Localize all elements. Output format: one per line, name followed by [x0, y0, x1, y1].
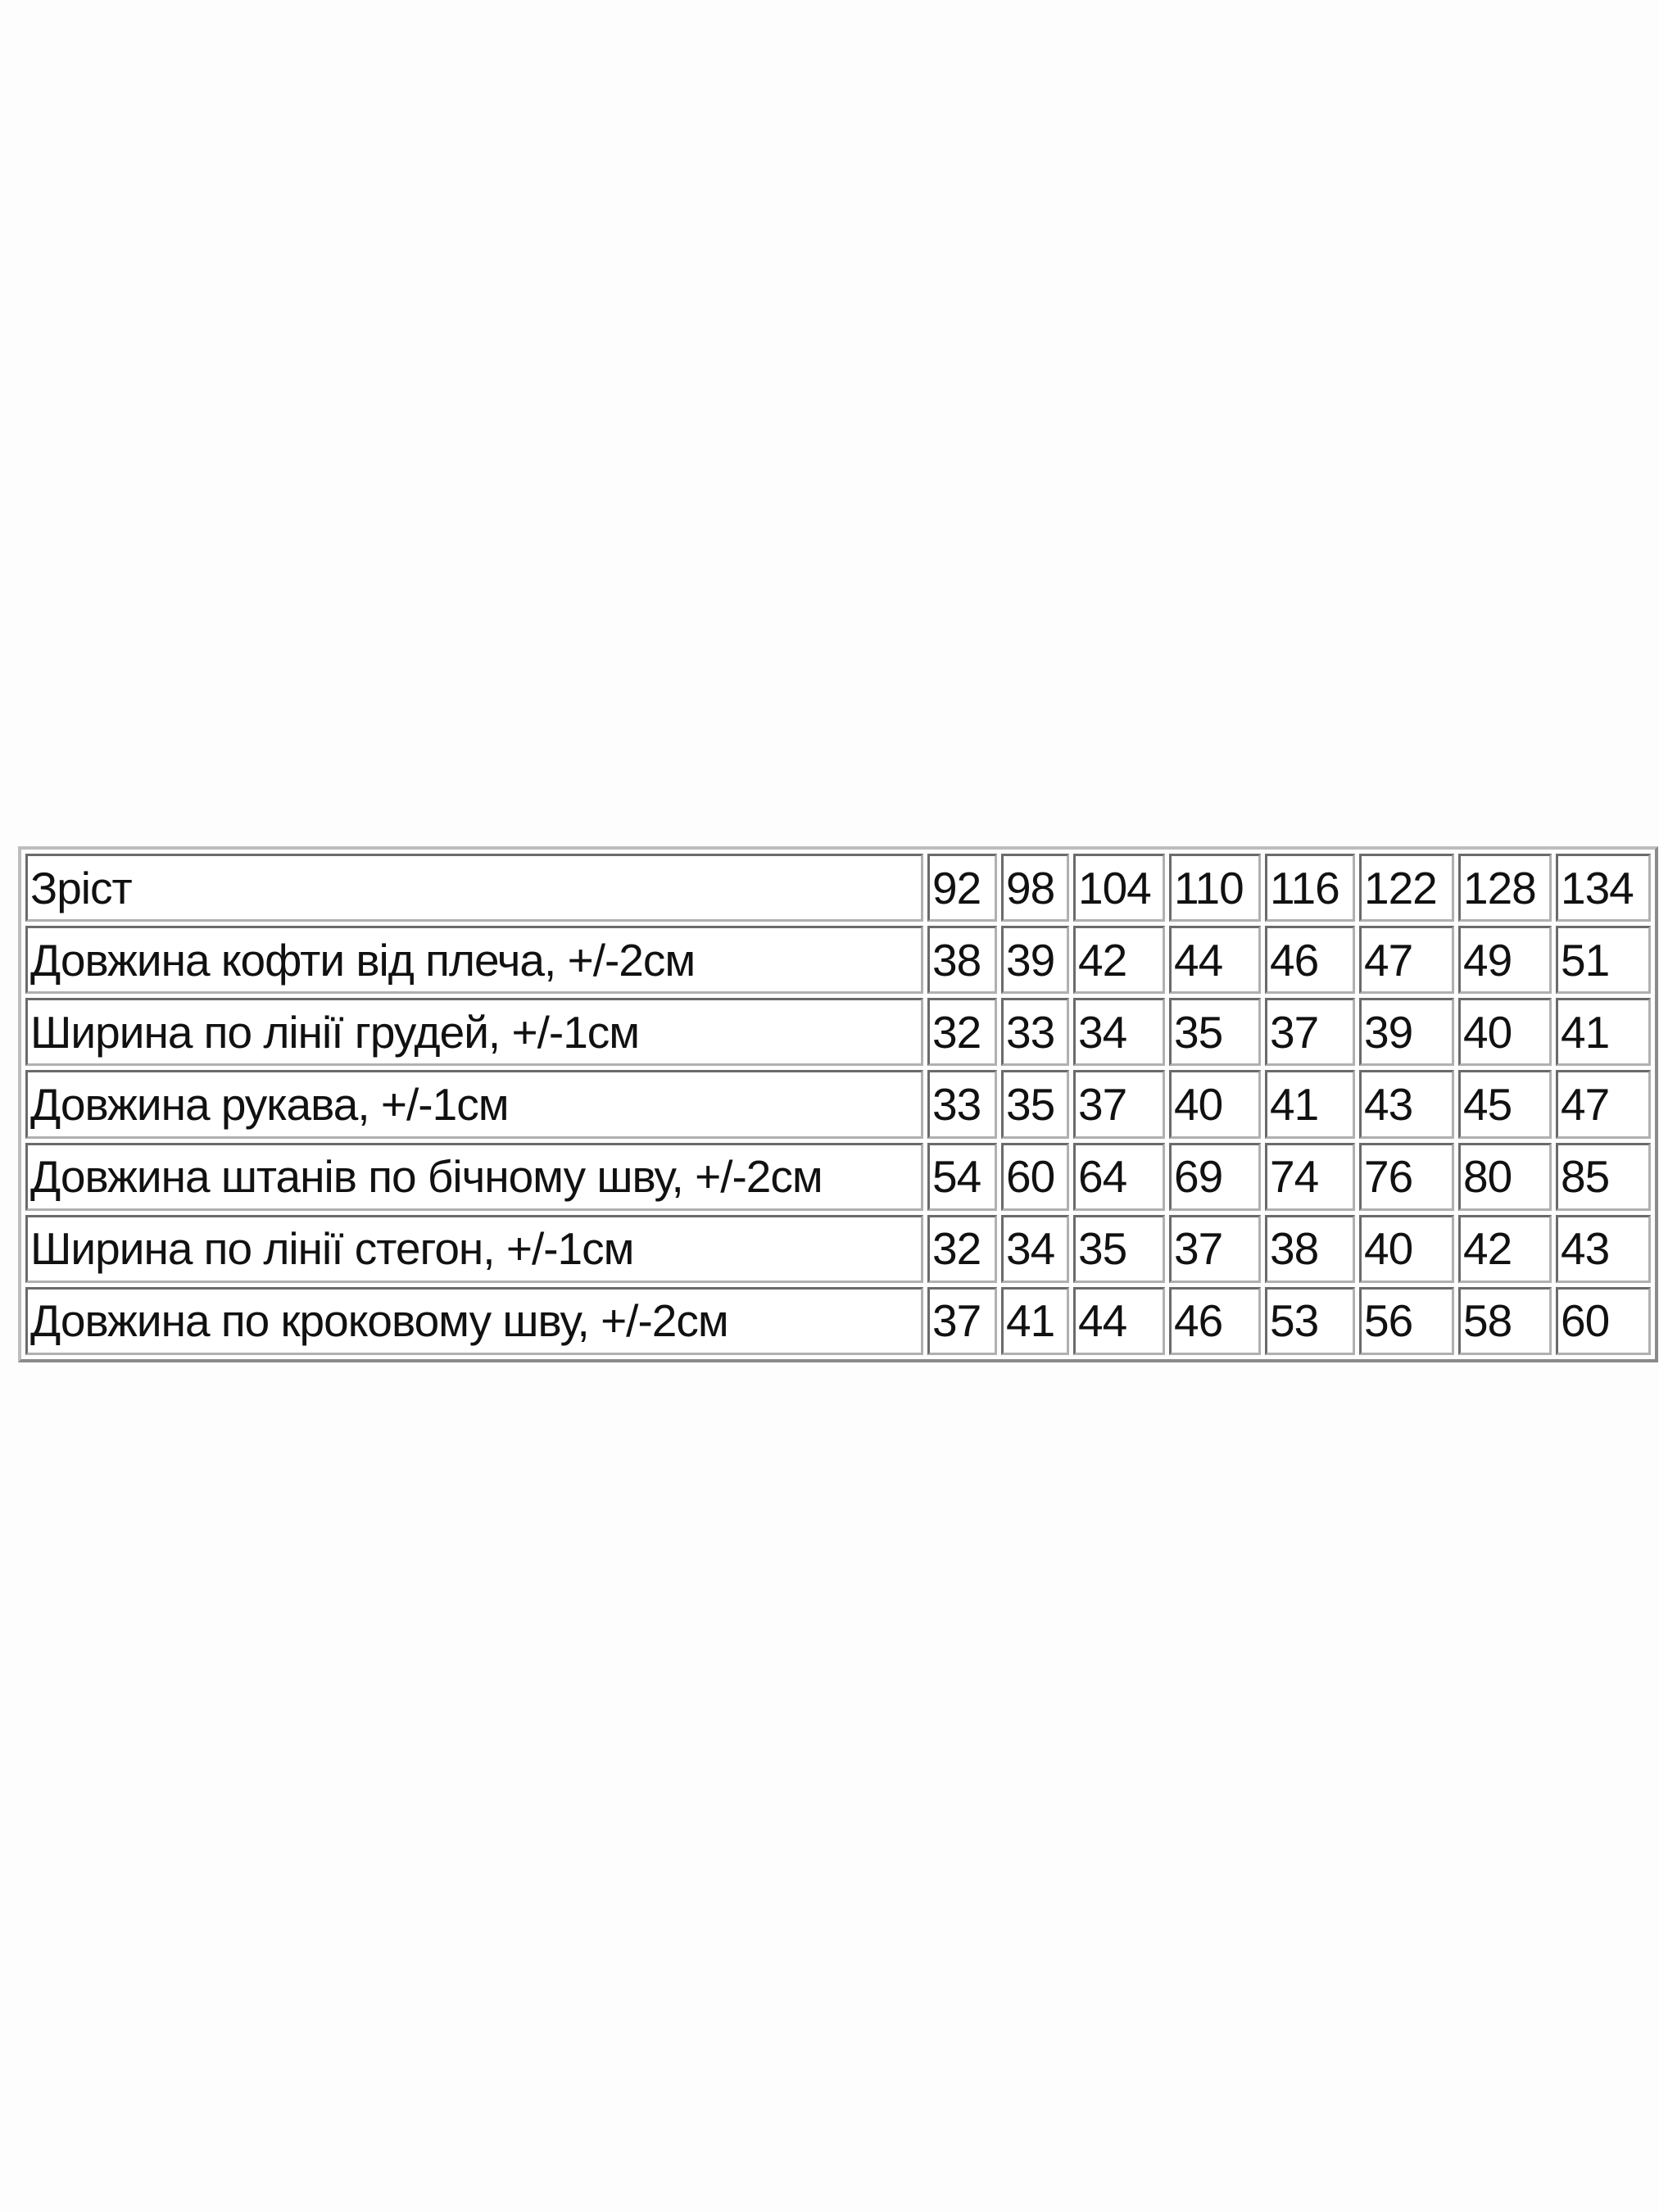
table-cell: 41: [1001, 1286, 1069, 1355]
table-cell: 80: [1458, 1142, 1552, 1211]
table-cell: 40: [1169, 1070, 1261, 1139]
table-cell: 76: [1359, 1142, 1454, 1211]
table-cell: 58: [1458, 1286, 1552, 1355]
table-cell: 43: [1556, 1214, 1651, 1283]
table-cell: 56: [1359, 1286, 1454, 1355]
table-cell: 32: [927, 1214, 997, 1283]
table-cell: 43: [1359, 1070, 1454, 1139]
table-cell: 98: [1001, 854, 1069, 922]
table-cell: 33: [1001, 998, 1069, 1067]
table-cell: 122: [1359, 854, 1454, 922]
table-cell: 40: [1359, 1214, 1454, 1283]
table-cell: 37: [1073, 1070, 1165, 1139]
table-cell: 46: [1169, 1286, 1261, 1355]
row-label: Довжина кофти від плеча, +/-2см: [25, 926, 923, 995]
table-cell: 60: [1001, 1142, 1069, 1211]
row-label: Довжина рукава, +/-1см: [25, 1070, 923, 1139]
table-cell: 42: [1073, 926, 1165, 995]
table-cell: 39: [1001, 926, 1069, 995]
table-cell: 32: [927, 998, 997, 1067]
table-cell: 110: [1169, 854, 1261, 922]
table-cell: 37: [927, 1286, 997, 1355]
table-cell: 45: [1458, 1070, 1552, 1139]
table-cell: 35: [1001, 1070, 1069, 1139]
table-cell: 104: [1073, 854, 1165, 922]
row-label: Довжина по кроковому шву, +/-2см: [25, 1286, 923, 1355]
table-cell: 64: [1073, 1142, 1165, 1211]
header-row: Зріст 92 98 104 110 116 122 128 134: [25, 854, 1651, 922]
table-cell: 49: [1458, 926, 1552, 995]
row-label: Ширина по лінії стегон, +/-1см: [25, 1214, 923, 1283]
table-row: Довжина рукава, +/-1см 33 35 37 40 41 43 45 47: [25, 1070, 1651, 1139]
size-chart-table: Зріст 92 98 104 110 116 122 128 134 Довжина кофти…: [18, 846, 1658, 1362]
table-row: Довжина штанів по бічному шву, +/-2см 54 6…: [25, 1142, 1651, 1211]
table-cell: 92: [927, 854, 997, 922]
table-cell: 40: [1458, 998, 1552, 1067]
table-cell: 53: [1265, 1286, 1355, 1355]
table-cell: 134: [1556, 854, 1651, 922]
table-cell: 35: [1169, 998, 1261, 1067]
table-cell: 37: [1265, 998, 1355, 1067]
table-cell: 42: [1458, 1214, 1552, 1283]
table-cell: 47: [1556, 1070, 1651, 1139]
row-label: Зріст: [25, 854, 923, 922]
table-cell: 51: [1556, 926, 1651, 995]
row-label: Довжина штанів по бічному шву, +/-2см: [25, 1142, 923, 1211]
table-cell: 33: [927, 1070, 997, 1139]
table-cell: 44: [1073, 1286, 1165, 1355]
table-cell: 34: [1073, 998, 1165, 1067]
table-row: Ширина по лінії стегон, +/-1см 32 34 35 37 38…: [25, 1214, 1651, 1283]
table-cell: 47: [1359, 926, 1454, 995]
table-cell: 44: [1169, 926, 1261, 995]
table-cell: 85: [1556, 1142, 1651, 1211]
table-cell: 128: [1458, 854, 1552, 922]
table-cell: 46: [1265, 926, 1355, 995]
table-cell: 35: [1073, 1214, 1165, 1283]
table-row: Довжина кофти від плеча, +/-2см 38 39 42 44 4…: [25, 926, 1651, 995]
table-row: Ширина по лінії грудей, +/-1см 32 33 34 35 37…: [25, 998, 1651, 1067]
row-label: Ширина по лінії грудей, +/-1см: [25, 998, 923, 1067]
table-cell: 34: [1001, 1214, 1069, 1283]
table-cell: 39: [1359, 998, 1454, 1067]
table-cell: 38: [1265, 1214, 1355, 1283]
table-cell: 69: [1169, 1142, 1261, 1211]
table-cell: 54: [927, 1142, 997, 1211]
table-cell: 60: [1556, 1286, 1651, 1355]
table-cell: 116: [1265, 854, 1355, 922]
table-row: Довжина по кроковому шву, +/-2см 37 41 44 46…: [25, 1286, 1651, 1355]
table-cell: 38: [927, 926, 997, 995]
table-cell: 37: [1169, 1214, 1261, 1283]
table-cell: 41: [1265, 1070, 1355, 1139]
table-cell: 41: [1556, 998, 1651, 1067]
table-cell: 74: [1265, 1142, 1355, 1211]
